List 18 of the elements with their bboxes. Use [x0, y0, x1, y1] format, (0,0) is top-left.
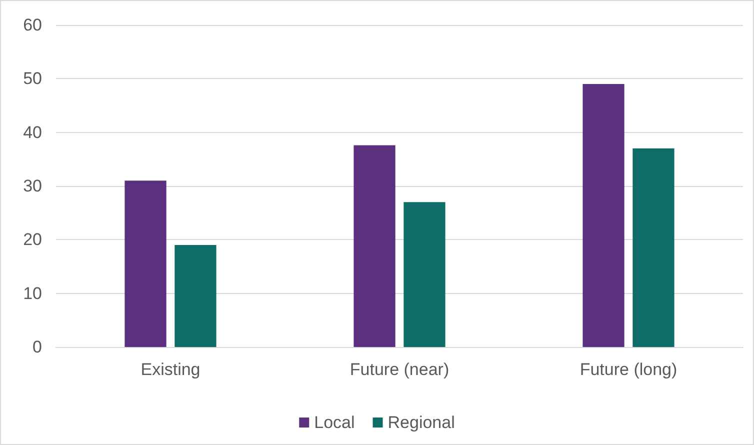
y-tick-label: 30	[23, 176, 42, 196]
bar	[582, 84, 624, 347]
legend-label: Regional	[388, 413, 455, 432]
y-tick-label: 10	[23, 284, 42, 303]
bar	[354, 145, 396, 347]
y-tick-label: 40	[23, 122, 42, 142]
bar	[124, 180, 166, 347]
bar	[404, 202, 446, 347]
y-tick-label: 20	[23, 230, 42, 250]
x-tick-label: Future (long)	[580, 360, 678, 379]
legend-label: Local	[314, 413, 355, 432]
y-tick-label: 50	[23, 69, 42, 88]
y-tick-label: 0	[32, 338, 42, 356]
bar	[632, 148, 674, 347]
y-tick-label: 60	[23, 16, 42, 34]
x-tick-label: Future (near)	[350, 360, 450, 379]
x-tick-label: Existing	[140, 360, 200, 379]
bar	[174, 245, 216, 347]
